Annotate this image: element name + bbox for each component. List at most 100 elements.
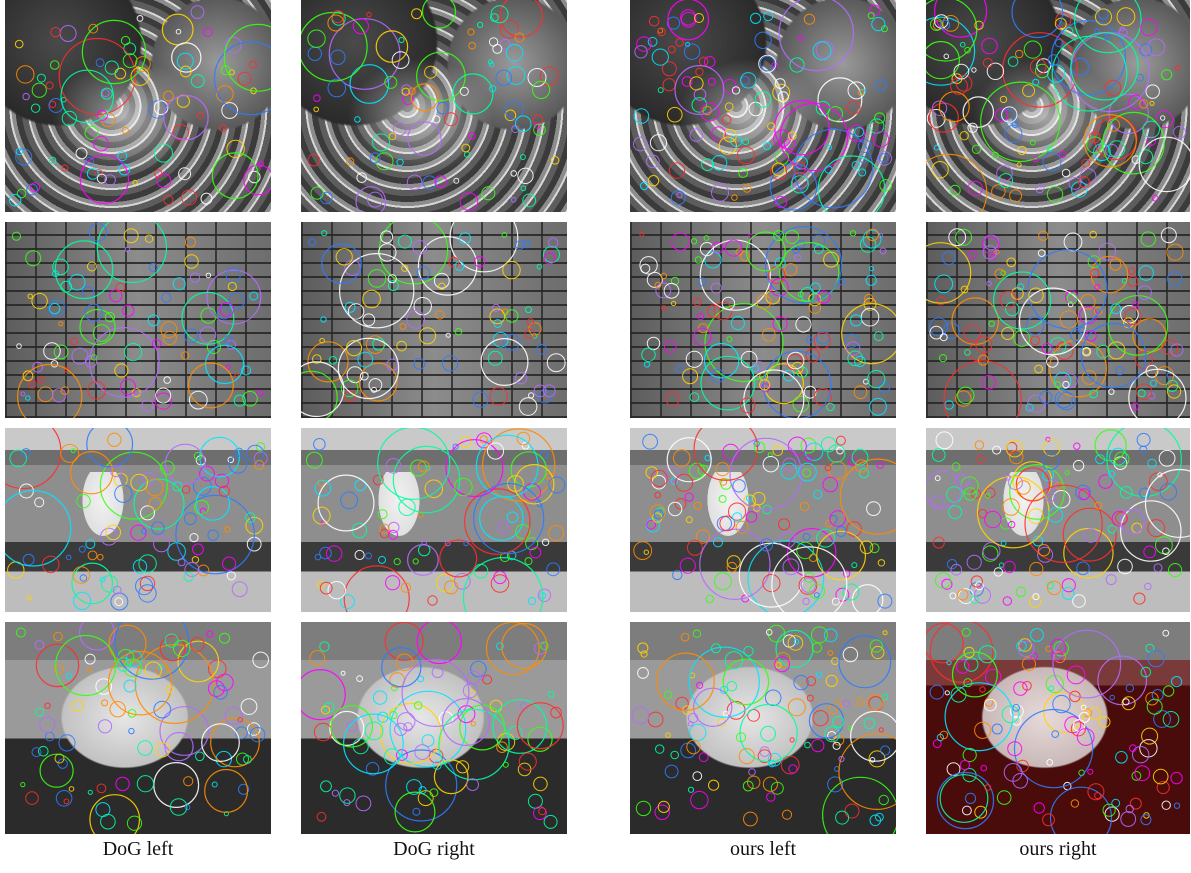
- keypoint-circle: [951, 73, 963, 85]
- keypoint-circle: [163, 194, 174, 206]
- keypoint-circle: [1016, 480, 1031, 495]
- keypoint-circle: [812, 234, 826, 248]
- keypoint-circle: [816, 528, 835, 548]
- keypoint-circle: [194, 499, 210, 515]
- keypoint-circle: [804, 442, 824, 461]
- keypoint-circle: [646, 271, 663, 288]
- keypoint-circle: [316, 580, 326, 590]
- keypoint-circle: [1007, 56, 1019, 67]
- keypoint-circle: [762, 574, 781, 593]
- keypoint-circle: [633, 108, 650, 124]
- keypoint-circle: [1147, 649, 1165, 668]
- keypoint-circle: [463, 540, 469, 547]
- keypoint-circle: [1104, 806, 1120, 822]
- keypoint-circle: [694, 13, 704, 23]
- keypoint-circle: [926, 0, 978, 62]
- keypoint-circle: [481, 186, 496, 201]
- keypoint-circle: [470, 660, 487, 678]
- keypoint-circle: [789, 737, 795, 743]
- keypoint-circle: [724, 102, 734, 112]
- keypoint-circle: [1070, 329, 1083, 342]
- keypoint-circle: [159, 706, 210, 756]
- keypoint-circle: [1129, 797, 1142, 810]
- keypoint-circle: [825, 674, 838, 688]
- keypoint-circle: [778, 518, 791, 531]
- keypoint-circle: [49, 60, 60, 70]
- keypoint-circle: [81, 19, 147, 85]
- keypoint-circle: [365, 762, 380, 776]
- keypoint-circle: [650, 469, 668, 488]
- keypoint-circle: [536, 500, 543, 508]
- keypoint-circle: [845, 341, 861, 356]
- keypoint-circle: [1054, 38, 1064, 48]
- keypoint-circle: [786, 354, 803, 371]
- keypoint-circle: [490, 574, 510, 593]
- keypoint-circle: [90, 354, 98, 361]
- keypoint-circle: [975, 336, 993, 354]
- keypoints-overlay: [926, 0, 1190, 212]
- keypoint-circle: [718, 495, 727, 503]
- keypoint-circle: [981, 545, 999, 562]
- keypoint-circle: [1032, 535, 1044, 547]
- keypoint-circle: [974, 586, 991, 604]
- keypoint-circle: [637, 642, 649, 654]
- keypoint-circle: [45, 81, 54, 90]
- keypoint-circle: [226, 571, 236, 581]
- keypoint-circle: [769, 163, 818, 211]
- keypoint-circle: [772, 83, 791, 102]
- keypoint-circle: [250, 87, 257, 95]
- keypoint-circle: [1138, 265, 1154, 281]
- keypoint-circle: [1000, 109, 1016, 124]
- keypoint-circle: [1094, 501, 1103, 510]
- keypoint-circle: [388, 529, 399, 540]
- keypoint-circle: [344, 390, 356, 403]
- keypoint-circle: [493, 319, 503, 328]
- keypoint-circle: [148, 497, 162, 510]
- keypoint-circle: [5, 428, 62, 490]
- keypoint-circle: [765, 289, 781, 305]
- keypoint-circle: [1078, 711, 1090, 724]
- keypoint-circle: [739, 251, 750, 262]
- keypoint-circle: [60, 443, 80, 463]
- keypoint-circle: [939, 730, 949, 740]
- keypoint-circle: [693, 428, 759, 481]
- keypoint-circle: [75, 147, 88, 160]
- keypoint-circle: [137, 740, 153, 756]
- keypoint-circle: [54, 634, 117, 697]
- keypoint-circle: [787, 635, 804, 651]
- keypoint-circle: [1029, 58, 1047, 76]
- keypoint-circle: [338, 252, 415, 329]
- keypoint-circle: [869, 757, 876, 763]
- keypoint-circle: [15, 147, 24, 156]
- keypoint-circle: [824, 464, 832, 472]
- keypoint-circle: [187, 362, 234, 409]
- keypoint-circle: [842, 699, 850, 708]
- keypoint-circle: [231, 581, 248, 598]
- keypoints-overlay: [926, 428, 1190, 608]
- keypoint-circle: [786, 351, 805, 370]
- keypoint-circle: [955, 660, 970, 674]
- keypoint-circle: [144, 661, 162, 679]
- keypoint-circle: [524, 557, 533, 566]
- keypoint-circle: [1013, 708, 1094, 789]
- keypoint-circle: [335, 248, 353, 266]
- keypoint-circle: [1006, 440, 1024, 458]
- keypoint-circle: [38, 745, 49, 757]
- keypoint-circle: [17, 363, 83, 418]
- keypoint-circle: [354, 549, 365, 561]
- keypoint-circle: [813, 244, 824, 255]
- keypoint-circle: [319, 546, 332, 560]
- keypoint-circle: [45, 731, 55, 742]
- keypoint-circle: [766, 792, 776, 802]
- keypoint-circle: [1119, 486, 1133, 499]
- keypoints-overlay: [8, 5, 271, 207]
- keypoint-circle: [633, 541, 653, 560]
- keypoint-circle: [190, 637, 205, 652]
- keypoint-circle: [1069, 31, 1150, 113]
- keypoint-circle: [670, 190, 686, 206]
- keypoint-circle: [155, 742, 171, 758]
- keypoint-circle: [20, 391, 26, 397]
- keypoint-circle: [960, 285, 969, 294]
- keypoint-circle: [307, 153, 321, 167]
- keypoint-circle: [994, 268, 1006, 280]
